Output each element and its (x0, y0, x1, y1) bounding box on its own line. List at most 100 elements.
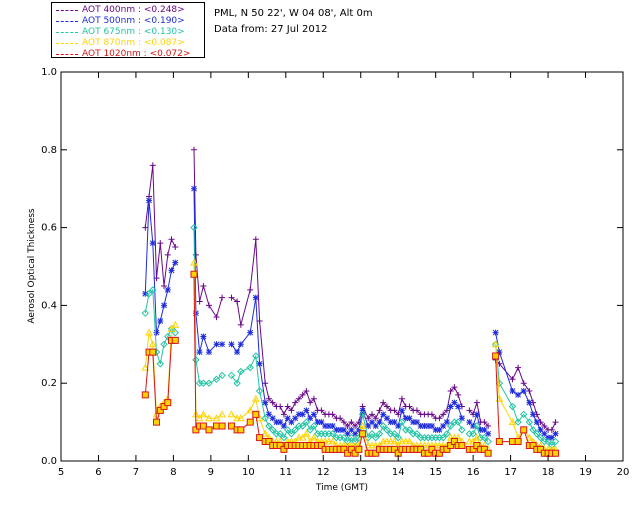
data-point (446, 422, 455, 430)
data-point (398, 395, 405, 402)
data-point (447, 387, 454, 394)
data-point (525, 433, 534, 441)
data-point (196, 349, 203, 356)
series-line (495, 344, 556, 447)
data-point (310, 411, 317, 418)
data-point (302, 429, 311, 437)
data-point (247, 286, 254, 293)
data-point (348, 419, 355, 426)
data-point (379, 422, 387, 430)
data-point (212, 414, 221, 422)
data-point (149, 348, 157, 356)
data-point (410, 419, 417, 426)
data-point (421, 422, 428, 429)
data-point (541, 422, 548, 429)
data-point (465, 437, 474, 445)
data-point (405, 426, 414, 434)
data-point (395, 411, 402, 418)
data-point (552, 419, 559, 426)
data-point (420, 441, 429, 449)
data-point (190, 258, 198, 266)
data-point (390, 430, 399, 438)
data-point (205, 379, 213, 387)
data-point (337, 426, 344, 433)
data-point (227, 410, 236, 418)
data-point (473, 411, 480, 418)
data-point (277, 419, 284, 426)
data-point (265, 411, 272, 418)
data-point (310, 433, 318, 441)
data-point (355, 445, 363, 453)
data-point (405, 437, 414, 445)
data-point (141, 309, 150, 317)
data-point (451, 399, 458, 406)
data-point (508, 418, 517, 426)
data-point (171, 336, 179, 344)
data-point (340, 419, 347, 426)
data-point (192, 310, 199, 317)
plot-frame (60, 71, 624, 462)
legend-swatch (56, 43, 78, 44)
data-point (526, 387, 533, 394)
data-point (149, 286, 157, 294)
data-date: Data from: 27 Jul 2012 (214, 24, 328, 35)
data-point (141, 391, 149, 399)
data-point (431, 441, 440, 449)
data-point (287, 430, 296, 438)
data-point (218, 422, 226, 430)
data-point (380, 411, 387, 418)
data-point (495, 379, 504, 387)
data-point (213, 341, 220, 348)
data-point (536, 433, 545, 442)
data-point (291, 426, 299, 434)
data-point (525, 418, 534, 426)
data-point (337, 415, 344, 422)
data-point (157, 317, 164, 324)
data-point (537, 426, 544, 433)
data-point (455, 403, 462, 410)
data-point (526, 399, 533, 406)
data-point (164, 332, 172, 341)
data-point (344, 430, 351, 437)
data-point (262, 399, 269, 406)
data-point (167, 324, 176, 332)
data-point (358, 421, 367, 429)
data-point (164, 286, 171, 293)
data-point (205, 349, 212, 356)
data-point (514, 438, 522, 446)
data-point (365, 415, 372, 422)
data-point (168, 267, 175, 274)
data-point (299, 391, 306, 398)
data-point (469, 430, 477, 438)
data-point (299, 411, 306, 418)
data-point (443, 407, 450, 414)
data-point (298, 433, 307, 441)
data-point (352, 430, 359, 437)
data-point (161, 282, 168, 289)
data-point (401, 437, 410, 445)
legend-label: AOT 1020nm : <0.072> (82, 49, 191, 59)
data-point (329, 411, 336, 418)
y-tick-label: 1.0 (41, 67, 57, 78)
data-point (440, 411, 447, 418)
data-point (380, 399, 387, 406)
data-point (149, 162, 156, 169)
x-tick-label: 6 (95, 467, 101, 478)
data-point (391, 419, 398, 426)
data-point (484, 449, 492, 457)
data-point (252, 352, 260, 360)
data-point (446, 433, 455, 441)
data-point (548, 426, 555, 433)
data-point (371, 441, 380, 449)
series-4 (141, 270, 560, 457)
data-point (394, 433, 402, 442)
data-point (348, 426, 355, 433)
data-point (236, 414, 245, 422)
series-line (495, 344, 556, 450)
data-point (156, 360, 164, 368)
x-tick-label: 8 (170, 467, 176, 478)
data-point (246, 418, 254, 426)
data-point (288, 407, 295, 414)
data-point (485, 422, 492, 429)
